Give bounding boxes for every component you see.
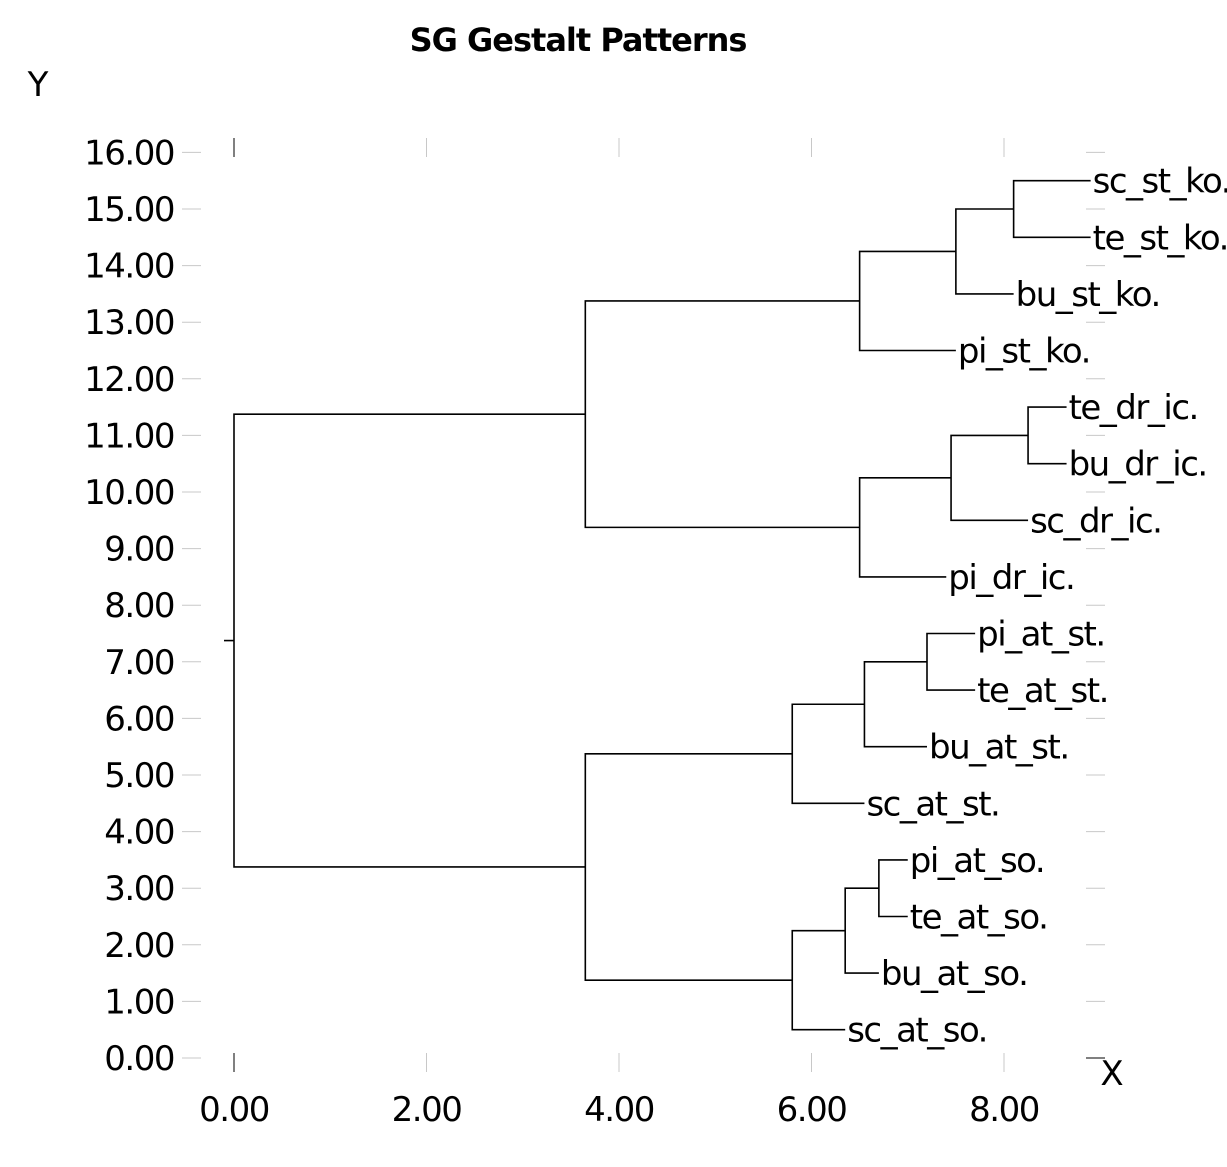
- y-axis: 0.00 1.00 2.00 3.00 4.00 5.00 6.00 7.00 8.00 9.00…: [84, 133, 1105, 1079]
- y-tick-label: 10.00: [84, 473, 174, 513]
- x-tick-label: 2.00: [392, 1090, 462, 1130]
- leaf-label: te_at_st.: [977, 671, 1108, 711]
- dendrogram-link: [233, 413, 586, 868]
- y-axis-label: Y: [27, 65, 49, 105]
- dendrogram-link: [584, 752, 793, 981]
- dendrogram-link: [950, 434, 1029, 522]
- y-tick-label: 11.00: [84, 416, 174, 456]
- leaf-label: bu_st_ko.: [1016, 275, 1160, 315]
- y-tick-label: 0.00: [104, 1039, 174, 1079]
- leaf-label: sc_dr_ic.: [1030, 501, 1161, 541]
- y-tick-label: 3.00: [104, 869, 174, 909]
- dendrogram-link: [858, 250, 956, 352]
- dendrogram-link: [955, 208, 1014, 295]
- y-tick-label: 13.00: [84, 303, 174, 343]
- x-tick-label: 6.00: [777, 1090, 847, 1130]
- x-tick-label: 0.00: [199, 1090, 269, 1130]
- y-tick-label: 12.00: [84, 360, 174, 400]
- leaf-label: pi_dr_ic.: [948, 558, 1074, 598]
- leaf-label: te_dr_ic.: [1069, 388, 1198, 428]
- dendrogram-link: [863, 661, 927, 748]
- leaf-label: pi_at_st.: [977, 615, 1105, 655]
- leaf-label: te_at_so.: [910, 898, 1048, 938]
- y-tick-label: 9.00: [104, 530, 174, 570]
- leaf-label: bu_at_so.: [881, 954, 1028, 994]
- leaf-label: sc_st_ko.: [1093, 162, 1227, 202]
- leaf-label: bu_at_st.: [929, 728, 1069, 768]
- leaf-label: te_st_ko.: [1093, 218, 1227, 258]
- x-axis: 0.00 2.00 4.00 6.00 8.00: [199, 138, 1105, 1130]
- y-tick-label: 16.00: [84, 133, 174, 173]
- leaf-label: sc_at_st.: [866, 784, 999, 824]
- dendrogram-link: [858, 477, 952, 578]
- dendrogram-link: [1027, 406, 1067, 465]
- leaf-label: pi_st_ko.: [958, 332, 1090, 372]
- dendrogram-link: [791, 703, 865, 805]
- dendrogram-link: [926, 632, 976, 691]
- leaf-label: pi_at_so.: [910, 841, 1044, 881]
- dendrogram-link: [584, 300, 860, 529]
- x-axis-label: X: [1100, 1054, 1123, 1094]
- chart-title: SG Gestalt Patterns: [410, 21, 747, 59]
- y-tick-label: 14.00: [84, 247, 174, 287]
- y-tick-label: 8.00: [104, 586, 174, 626]
- y-tick-label: 7.00: [104, 643, 174, 683]
- y-tick-label: 2.00: [104, 926, 174, 966]
- dendrogram-link: [844, 887, 879, 974]
- dendrogram-link: [1012, 179, 1091, 239]
- leaf-label: sc_at_so.: [847, 1011, 987, 1051]
- y-tick-label: 6.00: [104, 699, 174, 739]
- y-tick-label: 15.00: [84, 190, 174, 230]
- dendrogram-link: [878, 859, 908, 918]
- y-tick-label: 4.00: [104, 813, 174, 853]
- leaf-labels: sc_st_ko. te_st_ko. bu_st_ko. pi_st_ko. te_d…: [847, 162, 1227, 1051]
- x-tick-label: 4.00: [584, 1090, 654, 1130]
- dendrogram-links: [224, 179, 1091, 1031]
- y-tick-label: 5.00: [104, 756, 174, 796]
- dendrogram-link: [791, 929, 846, 1031]
- leaf-label: bu_dr_ic.: [1069, 445, 1207, 485]
- y-tick-label: 1.00: [104, 982, 174, 1022]
- x-tick-label: 8.00: [969, 1090, 1039, 1130]
